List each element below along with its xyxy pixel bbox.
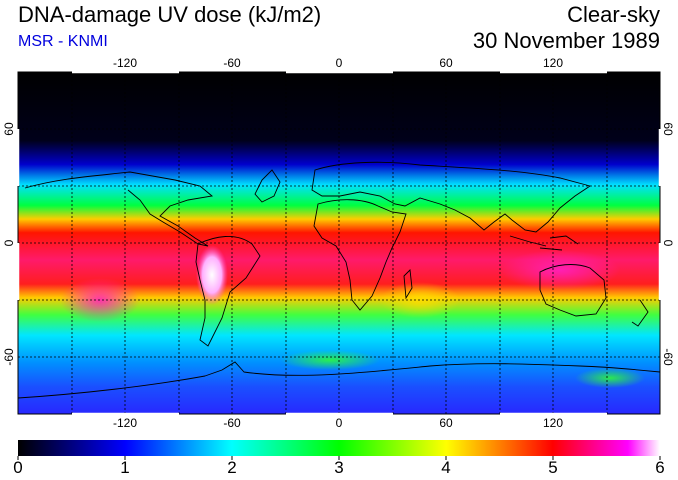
coast-indonesia bbox=[509, 235, 579, 251]
colorbar-label-2: 2 bbox=[227, 458, 237, 477]
map-frame bbox=[16, 70, 662, 416]
colorbar bbox=[17, 440, 661, 460]
graticule bbox=[18, 72, 660, 414]
lat-label-right-neg60: -60 bbox=[661, 348, 675, 366]
coast-australia bbox=[539, 264, 607, 317]
colorbar-label-4: 4 bbox=[441, 458, 451, 477]
lat-label-left-60: 60 bbox=[2, 122, 16, 136]
sky-condition: Clear-sky bbox=[567, 2, 660, 27]
lat-label-right-60: 60 bbox=[661, 122, 675, 136]
coast-greenland bbox=[254, 169, 281, 203]
map-date: 30 November 1989 bbox=[472, 28, 660, 53]
lon-label-bottom-neg60: -60 bbox=[223, 416, 241, 430]
lon-label-top-120: 120 bbox=[542, 56, 564, 70]
lon-label-top-neg60: -60 bbox=[223, 56, 241, 70]
lon-label-bottom-neg120: -120 bbox=[112, 416, 138, 430]
map-title: DNA-damage UV dose (kJ/m2) bbox=[18, 2, 322, 27]
coast-new-zealand bbox=[631, 299, 649, 327]
lon-label-top-neg120: -120 bbox=[112, 56, 138, 70]
colorbar-label-1: 1 bbox=[120, 458, 130, 477]
coast-antarctica bbox=[18, 361, 660, 399]
lon-label-top-0: 0 bbox=[335, 56, 343, 70]
coast-north-america bbox=[24, 171, 214, 247]
lon-label-bottom-60: 60 bbox=[439, 416, 453, 430]
colorbar-label-5: 5 bbox=[548, 458, 558, 477]
lon-label-top-60: 60 bbox=[439, 56, 453, 70]
colorbar-label-6: 6 bbox=[655, 458, 665, 477]
coast-madagascar bbox=[403, 269, 413, 300]
coast-europe-asia bbox=[311, 161, 592, 233]
lat-label-left-neg60: -60 bbox=[2, 348, 16, 366]
coast-africa bbox=[313, 199, 407, 311]
colorbar-label-0: 0 bbox=[13, 458, 23, 477]
lat-label-left-0: 0 bbox=[2, 239, 16, 247]
coast-south-america bbox=[195, 236, 261, 347]
lon-label-bottom-0: 0 bbox=[335, 416, 343, 430]
coastlines bbox=[18, 161, 660, 399]
lat-label-right-0: 0 bbox=[661, 239, 675, 247]
lon-label-bottom-120: 120 bbox=[542, 416, 564, 430]
map-subtitle: MSR - KNMI bbox=[18, 33, 108, 50]
colorbar-label-3: 3 bbox=[334, 458, 344, 477]
